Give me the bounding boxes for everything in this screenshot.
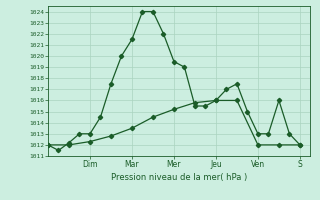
- X-axis label: Pression niveau de la mer( hPa ): Pression niveau de la mer( hPa ): [111, 173, 247, 182]
